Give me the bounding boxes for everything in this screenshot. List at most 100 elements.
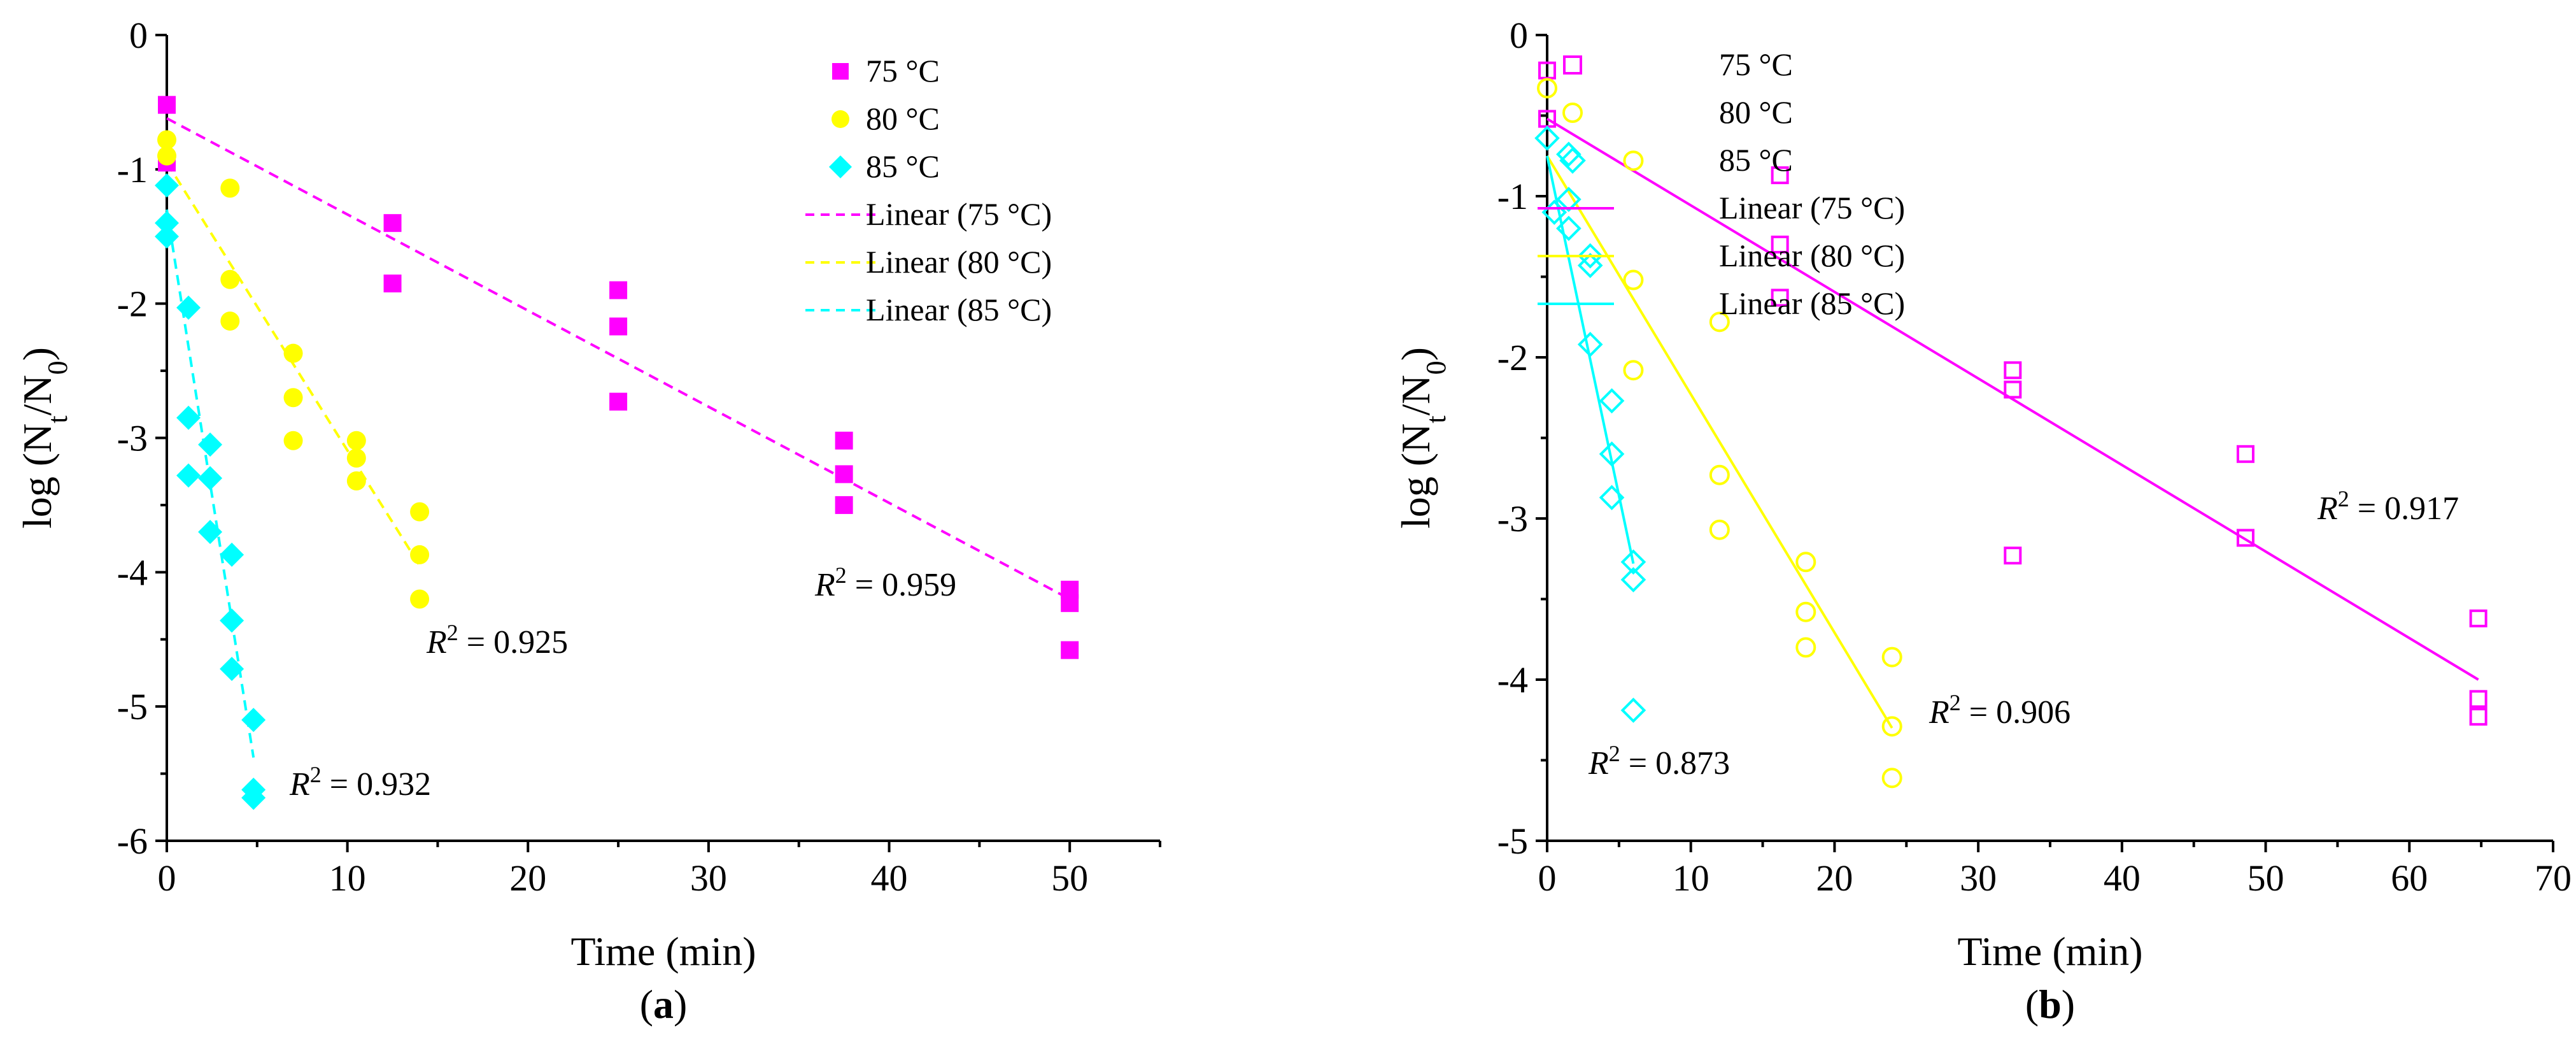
data-point-0 — [2004, 547, 2022, 565]
data-point-1 — [283, 431, 303, 450]
x-tick-label: 50 — [1051, 857, 1088, 899]
data-point-2 — [155, 173, 179, 198]
data-point-0 — [383, 275, 402, 293]
data-point-0 — [1771, 235, 1789, 254]
panel-label: (a) — [640, 982, 688, 1027]
legend-label-1: 80 °C — [866, 101, 940, 136]
data-point-1 — [220, 269, 240, 289]
y-tick-label: -4 — [1497, 659, 1528, 701]
fit-line-1 — [1546, 155, 1893, 729]
data-point-2 — [198, 432, 223, 457]
y-tick-label: -1 — [117, 149, 148, 190]
legend-marker-1 — [1562, 103, 1583, 123]
data-point-1 — [1795, 637, 1816, 658]
r2-annotation-1: R2 = 0.925 — [426, 620, 568, 661]
x-tick-label: 30 — [690, 857, 727, 899]
data-point-1 — [1623, 150, 1644, 171]
data-point-1 — [283, 343, 303, 363]
data-point-0 — [2004, 380, 2022, 399]
data-point-2 — [241, 785, 266, 810]
data-point-1 — [410, 589, 430, 609]
data-point-2 — [1556, 215, 1582, 241]
data-point-0 — [2469, 609, 2488, 627]
data-point-1 — [1709, 464, 1730, 485]
x-tick-label: 10 — [1673, 857, 1709, 899]
data-point-2 — [1577, 252, 1603, 278]
data-point-0 — [383, 214, 402, 232]
data-point-1 — [1881, 768, 1902, 789]
y-tick-label: -3 — [1497, 498, 1528, 540]
x-tick-label: 0 — [1538, 857, 1557, 899]
legend-marker-0 — [1563, 55, 1582, 75]
data-point-2 — [176, 295, 201, 320]
data-point-1 — [220, 178, 240, 198]
y-tick-label: 0 — [1510, 15, 1528, 56]
data-point-0 — [835, 465, 853, 483]
data-point-1 — [410, 502, 430, 522]
legend-fit-label-0: Linear (75 °C) — [866, 196, 1052, 232]
data-point-2 — [1599, 485, 1625, 510]
data-point-1 — [346, 471, 366, 490]
x-axis-title: Time (min) — [571, 929, 756, 974]
data-point-2 — [1556, 187, 1582, 212]
data-point-2 — [176, 463, 201, 488]
y-tick-label: -4 — [117, 552, 148, 593]
y-tick-label: -1 — [1497, 176, 1528, 217]
data-point-0 — [1771, 289, 1789, 307]
y-tick-label: 0 — [129, 15, 148, 56]
data-point-2 — [1620, 567, 1646, 592]
x-tick-label: 0 — [158, 857, 176, 899]
legend-marker-2 — [1559, 147, 1586, 174]
r2-annotation-0: R2 = 0.959 — [814, 562, 956, 603]
legend-fit-label-0: Linear (75 °C) — [1719, 190, 1905, 225]
data-point-1 — [157, 130, 176, 150]
r2-annotation-2: R2 = 0.873 — [1588, 741, 1730, 782]
data-point-1 — [220, 311, 240, 331]
data-point-1 — [346, 448, 366, 468]
x-tick-label: 70 — [2535, 857, 2572, 899]
legend-label-1: 80 °C — [1719, 94, 1793, 130]
data-point-0 — [1061, 641, 1079, 659]
data-point-2 — [176, 405, 201, 430]
data-point-2 — [198, 520, 223, 545]
x-tick-label: 40 — [2104, 857, 2141, 899]
data-point-0 — [835, 431, 853, 450]
fit-line-0 — [166, 117, 1071, 601]
data-point-1 — [1709, 311, 1730, 332]
y-tick-label: -5 — [1497, 820, 1528, 862]
legend-label-2: 85 °C — [1719, 142, 1793, 178]
x-tick-label: 30 — [1960, 857, 1997, 899]
x-tick-label: 10 — [329, 857, 366, 899]
data-point-2 — [1599, 388, 1625, 414]
panel-label: (b) — [2025, 982, 2075, 1027]
x-tick-label: 20 — [1816, 857, 1853, 899]
data-point-0 — [2236, 445, 2254, 463]
x-tick-label: 20 — [509, 857, 546, 899]
y-tick-label: -6 — [117, 820, 148, 862]
y-tick-label: -5 — [117, 686, 148, 727]
y-tick-label: -3 — [117, 418, 148, 459]
data-point-2 — [1599, 441, 1625, 467]
data-point-0 — [2469, 708, 2488, 726]
data-point-2 — [1620, 697, 1646, 723]
data-point-0 — [609, 281, 628, 299]
x-tick-label: 60 — [2391, 857, 2428, 899]
data-point-0 — [609, 392, 628, 411]
r2-annotation-0: R2 = 0.917 — [2317, 486, 2459, 527]
data-point-1 — [1537, 78, 1557, 99]
x-tick-label: 50 — [2247, 857, 2284, 899]
y-tick-label: -2 — [117, 283, 148, 325]
chart-panel-b: 0 10 20 30 40 50 60 70 0 -1 -2 -3 -4 -5 Time (min) log … — [1393, 15, 2572, 1027]
data-point-0 — [2236, 529, 2254, 547]
data-point-1 — [157, 146, 176, 166]
legend-marker-0 — [832, 63, 849, 80]
data-point-1 — [1623, 269, 1644, 290]
y-axis-title: log (Nt/N0) — [15, 347, 73, 529]
data-point-2 — [1620, 549, 1646, 575]
legend-fit-label-1: Linear (80 °C) — [1719, 238, 1905, 273]
data-point-1 — [1795, 552, 1816, 573]
data-point-0 — [609, 317, 628, 336]
data-point-0 — [1771, 166, 1789, 185]
data-point-0 — [1061, 594, 1079, 612]
data-point-0 — [835, 496, 853, 514]
